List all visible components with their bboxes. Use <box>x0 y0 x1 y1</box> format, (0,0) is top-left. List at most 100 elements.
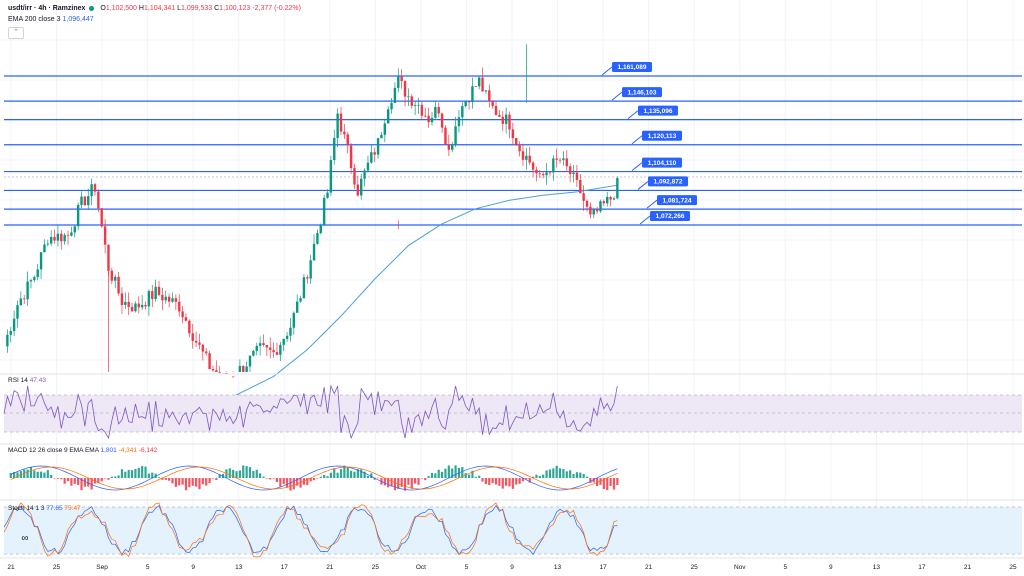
macd-histogram-bar <box>87 478 90 487</box>
macd-histogram-bar <box>178 478 181 486</box>
macd-histogram-bar <box>535 474 538 478</box>
macd-histogram-bar <box>306 478 309 486</box>
macd-signal-line <box>10 466 618 490</box>
candle-body <box>73 226 76 233</box>
macd-histogram-bar <box>110 476 113 478</box>
macd-histogram-bar <box>269 478 272 480</box>
macd-histogram-bar <box>259 473 262 478</box>
candle-body <box>167 296 171 302</box>
macd-histogram-bar <box>360 469 363 478</box>
level-callout-connector <box>631 135 643 145</box>
macd-histogram-bar <box>56 478 60 479</box>
candle-body <box>76 204 80 227</box>
candle-body <box>326 192 329 198</box>
macd-histogram-bar <box>63 478 66 484</box>
macd-histogram-bar <box>420 478 423 479</box>
candle-body <box>430 117 434 123</box>
macd-histogram-bar <box>336 472 339 478</box>
macd-histogram-bar <box>66 478 70 482</box>
candle-body <box>70 232 73 236</box>
candle-body <box>420 104 424 116</box>
candle-body <box>154 286 157 300</box>
candle-body <box>454 126 457 145</box>
macd-histogram-bar <box>154 473 157 478</box>
candle-body <box>184 317 188 321</box>
candle-body <box>6 334 9 347</box>
macd-histogram-bar <box>376 477 380 479</box>
macd-histogram-bar <box>235 471 238 478</box>
candle-body <box>437 106 440 114</box>
macd-histogram-bar <box>50 474 53 478</box>
candle-body <box>46 243 50 245</box>
candle-body <box>127 301 130 307</box>
macd-histogram-bar <box>521 478 525 482</box>
macd-histogram-bar <box>245 466 248 478</box>
candle-body <box>292 312 296 328</box>
collapse-legend-button[interactable]: ⌃ <box>8 27 24 39</box>
candle-body <box>582 193 585 201</box>
level-callout-connector <box>637 181 649 190</box>
x-axis-tick-label: 21 <box>645 564 653 571</box>
candle-body <box>238 366 242 372</box>
candle-body <box>504 114 508 124</box>
candle-body <box>282 338 285 345</box>
candle-body <box>471 86 474 103</box>
x-axis-tick-label: 5 <box>783 564 787 571</box>
macd-histogram-bar <box>16 472 19 478</box>
candle-body <box>403 81 407 97</box>
macd-histogram-bar <box>13 472 16 478</box>
candle-body <box>457 117 461 127</box>
stoch-d-line <box>3 502 618 558</box>
macd-histogram-bar <box>366 476 370 478</box>
candle-body <box>481 77 484 92</box>
link-icon[interactable]: ∞ <box>21 533 29 544</box>
candle-body <box>279 344 282 355</box>
x-axis-tick-label: 13 <box>873 564 881 571</box>
x-axis-tick-label: 21 <box>326 564 334 571</box>
candle-body <box>353 168 356 185</box>
candle-body <box>23 298 26 300</box>
macd-histogram-bar <box>296 478 299 486</box>
macd-histogram-bar <box>275 478 279 483</box>
chevron-up-icon: ⌃ <box>13 29 19 36</box>
candle-body <box>225 372 228 374</box>
macd-histogram-bar <box>93 478 97 484</box>
level-label-box <box>642 130 682 141</box>
candle-body <box>208 353 211 369</box>
candle-body <box>612 198 616 200</box>
candle-body <box>565 158 568 167</box>
candle-body <box>262 343 265 345</box>
x-axis-tick-label: 17 <box>918 564 926 571</box>
x-axis-tick-label: 9 <box>510 564 514 571</box>
x-axis-tick-label: 13 <box>235 564 243 571</box>
macd-histogram-bar <box>434 473 437 478</box>
candle-body <box>114 276 117 281</box>
macd-histogram-bar <box>525 478 528 480</box>
level-callout-connector <box>631 162 643 171</box>
ema-label: EMA 200 close 3 <box>8 16 61 23</box>
candle-body <box>548 172 552 174</box>
macd-histogram-bar <box>444 468 447 478</box>
macd-histogram-bar <box>53 478 56 479</box>
macd-histogram-bar <box>410 478 413 489</box>
macd-histogram-bar <box>168 478 171 481</box>
rsi-band <box>4 395 1022 432</box>
candle-body <box>542 174 545 176</box>
level-label: 1,146,103 <box>628 89 657 96</box>
macd-histogram-bar <box>417 478 420 485</box>
level-label-box <box>642 157 682 168</box>
macd-histogram-bar <box>90 478 93 490</box>
open-value: 1,102,500 <box>105 5 137 12</box>
macd-histogram-bar <box>151 472 154 478</box>
macd-histogram-bar <box>471 470 474 478</box>
candle-body <box>346 134 349 146</box>
candle-body <box>36 269 39 278</box>
candle-body <box>147 291 151 307</box>
candle-body <box>585 200 589 207</box>
x-axis-tick-label: 25 <box>372 564 380 571</box>
macd-histogram-bar <box>397 478 400 489</box>
x-axis-tick-label: Nov <box>734 564 746 571</box>
macd-histogram-bar <box>474 476 477 478</box>
macd-histogram-bar <box>585 476 589 478</box>
